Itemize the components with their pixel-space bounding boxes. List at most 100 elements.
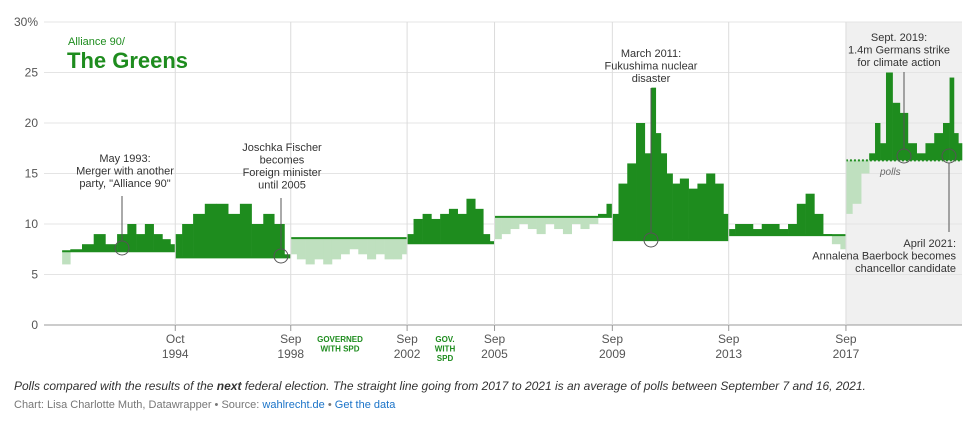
chart-note: Polls compared with the results of the n… — [14, 379, 964, 393]
y-axis-labels: 0 5 10 15 20 25 30% — [14, 15, 38, 332]
poll-bar — [401, 238, 408, 255]
chart-credit: Chart: Lisa Charlotte Muth, Datawrapper … — [14, 399, 395, 411]
x-tick-month: Sep — [718, 332, 740, 346]
poll-bar — [331, 238, 342, 260]
poll-bar — [840, 235, 847, 250]
y-tick-label: 15 — [25, 167, 39, 181]
note-emphasis: next — [216, 379, 242, 393]
x-tick-month: Oct — [166, 332, 185, 346]
chart-title: Alliance 90/ The Greens — [67, 36, 188, 73]
poll-bar — [612, 213, 619, 241]
poll-bar — [852, 160, 862, 204]
polls-label: polls — [879, 167, 901, 178]
poll-bar — [144, 224, 154, 252]
source-link[interactable]: wahlrecht.de — [262, 399, 325, 411]
poll-bar — [448, 208, 458, 244]
poll-bar — [117, 234, 128, 252]
poll-bar — [489, 241, 495, 244]
title-small: Alliance 90/ — [68, 36, 126, 48]
poll-bar — [136, 234, 146, 252]
poll-bar — [953, 133, 959, 161]
poll-bar — [296, 238, 306, 260]
government-label: GOVERNED — [317, 335, 363, 344]
note-after: federal election. The straight line goin… — [241, 379, 866, 393]
poll-bar — [545, 216, 555, 224]
poll-bar — [340, 238, 350, 255]
government-label: SPD — [437, 354, 454, 363]
poll-bar — [375, 238, 385, 255]
poll-bar — [875, 123, 881, 161]
poll-bar — [869, 153, 876, 161]
poll-bar — [660, 153, 668, 241]
poll-bar — [466, 198, 476, 244]
poll-bar — [239, 203, 252, 258]
annotation-text: party, "Alliance 90" — [79, 178, 170, 190]
x-tick-month: Sep — [280, 332, 302, 346]
poll-bar — [580, 216, 590, 230]
poll-bar — [672, 183, 681, 241]
poll-bar — [536, 216, 546, 235]
poll-bar — [62, 251, 71, 265]
poll-bar — [519, 216, 529, 224]
poll-bar — [162, 239, 171, 252]
credit-separator: • — [324, 399, 335, 411]
poll-bar — [204, 203, 217, 258]
note-before: Polls compared with the results of the — [14, 379, 217, 393]
election-markers — [174, 22, 847, 325]
annotation-text: Joschka Fischer — [242, 142, 322, 154]
annotation-text: chancellor candidate — [855, 263, 956, 275]
poll-bar — [942, 123, 950, 161]
poll-bar — [554, 216, 564, 230]
get-data-link[interactable]: Get the data — [334, 399, 396, 411]
poll-bar — [153, 234, 163, 252]
annotation-text: March 2011: — [621, 48, 681, 60]
poll-bar — [627, 163, 637, 241]
poll-bar — [228, 213, 241, 258]
poll-bar — [805, 193, 815, 236]
poll-bar — [193, 213, 206, 258]
poll-bar — [770, 224, 780, 236]
poll-bar — [679, 178, 689, 241]
y-tick-label: 20 — [25, 116, 39, 130]
poll-bar — [697, 183, 707, 241]
poll-bar — [589, 216, 599, 224]
poll-bar — [814, 213, 824, 236]
poll-bar — [407, 234, 414, 244]
poll-bar — [82, 244, 95, 252]
poll-bar — [175, 234, 183, 258]
poll-bar — [761, 224, 771, 236]
y-tick-label: 0 — [31, 318, 38, 332]
annotation-text: until 2005 — [258, 180, 306, 192]
poll-bar — [880, 143, 887, 161]
annotation-text: Foreign minister — [243, 167, 322, 179]
x-tick-month: Sep — [484, 332, 506, 346]
poll-bar — [934, 133, 944, 161]
poll-bar — [752, 229, 763, 236]
government-label: GOV. — [435, 335, 454, 344]
annotation-text: becomes — [260, 155, 305, 167]
poll-bar — [93, 234, 106, 252]
x-tick-year: 1998 — [277, 347, 304, 361]
poll-bar — [598, 213, 607, 217]
y-tick-label: 5 — [31, 268, 38, 282]
poll-bar — [305, 238, 315, 265]
poll-bar — [706, 173, 716, 241]
poll-bar — [723, 213, 729, 241]
poll-bar — [290, 238, 298, 255]
annotation-text: Fukushima nuclear — [605, 61, 698, 73]
poll-bar — [571, 216, 581, 224]
poll-bar — [70, 249, 83, 252]
x-tick-month: Sep — [835, 332, 857, 346]
poll-bar — [618, 183, 628, 241]
y-tick-label: 25 — [25, 66, 39, 80]
annotation-text: for climate action — [857, 57, 940, 69]
poll-bar — [216, 203, 229, 258]
poll-bar — [892, 102, 901, 161]
poll-bar — [358, 238, 368, 255]
credit-prefix: Chart: Lisa Charlotte Muth, Datawrapper … — [14, 399, 263, 411]
poll-bar — [413, 218, 423, 244]
poll-bar — [384, 238, 394, 260]
annotation-text: disaster — [632, 73, 671, 85]
annotation-marker — [896, 148, 912, 164]
